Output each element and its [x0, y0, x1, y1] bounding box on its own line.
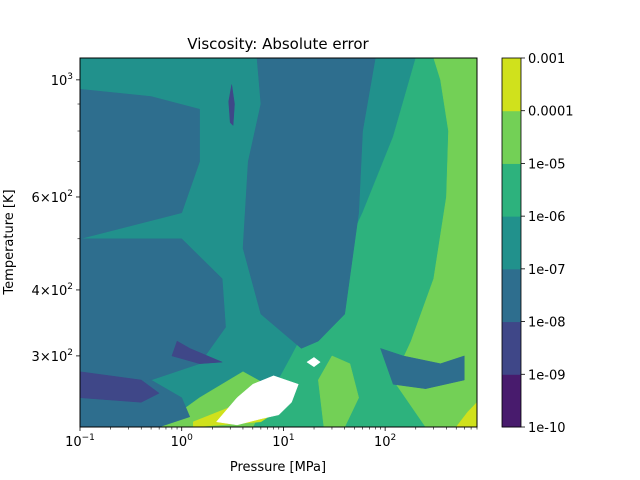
y-tick-label: 4×102	[32, 282, 73, 299]
x-tick-label: 101	[272, 433, 294, 450]
x-axis-label: Pressure [MPa]	[230, 460, 326, 475]
colorbar-band	[502, 163, 521, 217]
colorbar-tick-label: 1e-06	[528, 210, 566, 225]
x-tick-label: 10−1	[65, 433, 95, 450]
colorbar-tick-label: 1e-08	[528, 316, 566, 331]
colorbar-tick-label: 1e-07	[528, 263, 566, 278]
contour-region-12	[228, 84, 235, 126]
colorbar-tick-label: 0.001	[528, 52, 565, 67]
contour-region-15	[216, 375, 299, 426]
contour-region-9	[380, 348, 465, 389]
y-tick-label: 3×102	[32, 348, 73, 365]
x-tick-label: 100	[171, 433, 194, 450]
contour-region-11	[171, 340, 223, 364]
y-tick-label: 6×102	[32, 189, 73, 206]
colorbar-band	[502, 58, 521, 112]
colorbar-band	[502, 374, 521, 428]
colorbar-band	[502, 321, 521, 375]
contour-region-10	[80, 371, 160, 403]
colorbar-band	[502, 268, 521, 323]
colorbar-tick-label: 1e-05	[528, 157, 566, 172]
colorbar-tick-label: 1e-09	[528, 368, 566, 383]
colorbar-band	[502, 216, 521, 270]
contour-region-4	[318, 355, 359, 427]
colorbar-tick-label: 0.0001	[528, 105, 574, 120]
x-tick-label: 102	[374, 433, 396, 450]
x-axis-ticks: 10−1 100 101 102	[65, 427, 478, 450]
contour-region-2	[392, 58, 477, 427]
contour-region-5	[80, 58, 200, 240]
contour-region-16	[306, 357, 321, 368]
colorbar-band	[502, 110, 521, 164]
chart-title: Viscosity: Absolute error	[187, 35, 369, 53]
contour-plot-area	[80, 58, 477, 427]
colorbar: 1e-10 1e-09 1e-08 1e-07 1e-06 1e-05 0.0001 0.00…	[501, 52, 574, 436]
y-axis-ticks: 103 6×102 4×102 3×102	[32, 72, 80, 365]
colorbar-frame	[501, 57, 522, 428]
contour-region-6	[171, 58, 376, 349]
contour-region-14	[455, 401, 477, 427]
colorbar-tick-label: 1e-10	[528, 421, 566, 436]
y-axis-label: Temperature [K]	[2, 189, 17, 295]
y-tick-label: 103	[51, 72, 73, 89]
